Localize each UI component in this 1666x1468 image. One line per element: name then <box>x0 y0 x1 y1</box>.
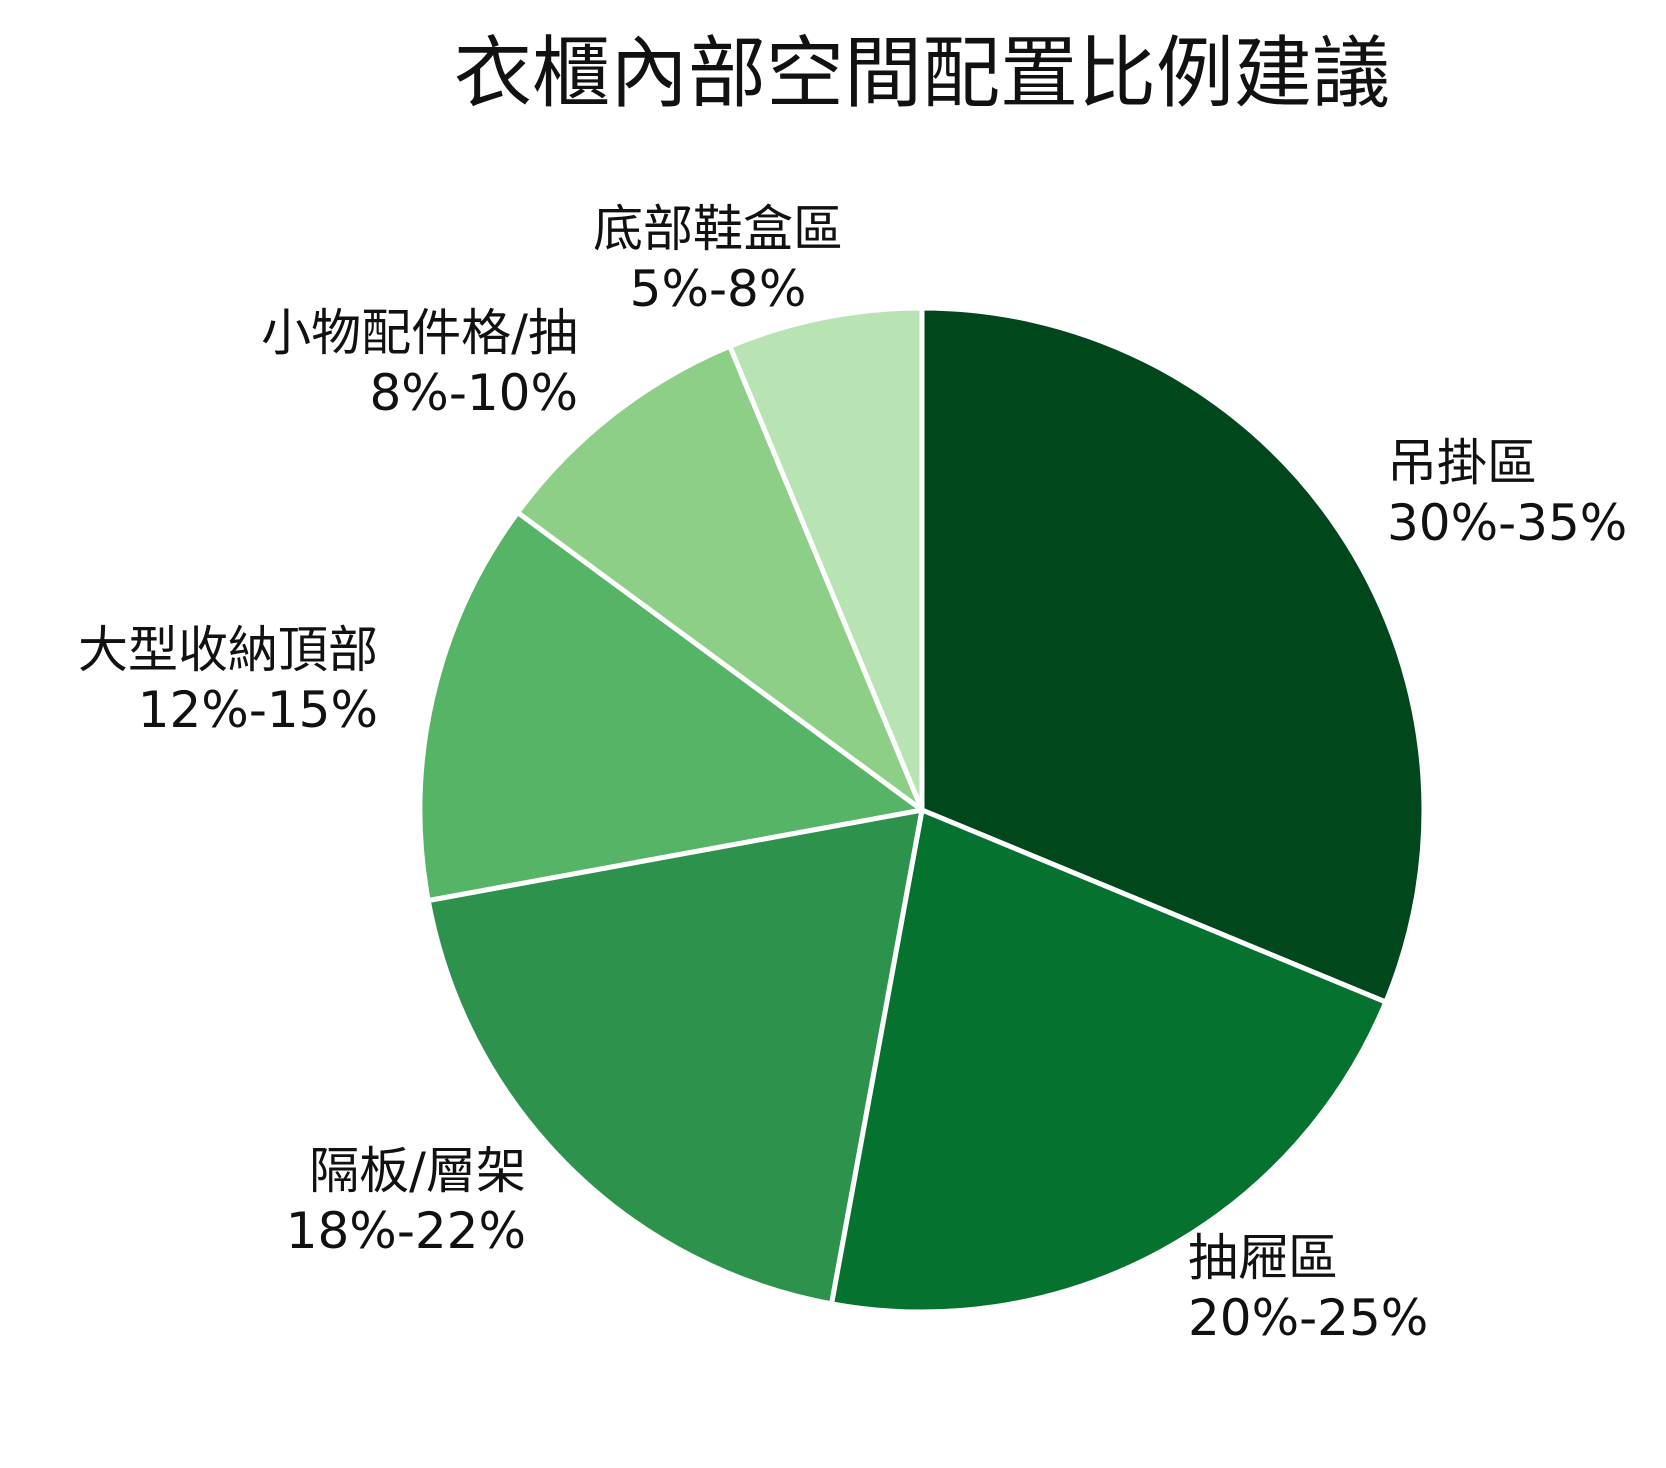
pie-slice <box>515 343 925 813</box>
pie-slice <box>425 807 925 1307</box>
slice-label-range: 20%-25% <box>1188 1289 1428 1347</box>
pie-slice <box>727 305 925 813</box>
slice-label-name: 抽屜區 <box>1188 1229 1338 1287</box>
slice-label-range: 5%-8% <box>630 260 807 318</box>
chart-title: 衣櫃內部空間配置比例建議 <box>454 29 1390 119</box>
slice-label-name: 隔板/層架 <box>309 1142 526 1200</box>
slice-label-name: 大型收納頂部 <box>78 621 378 679</box>
slice-label-range: 18%-22% <box>286 1202 526 1260</box>
pie-slice <box>919 305 1427 1005</box>
pie-slices <box>417 305 1427 1315</box>
slice-label-name: 吊掛區 <box>1387 434 1537 492</box>
slice-label-range: 12%-15% <box>138 681 378 739</box>
pie-slice <box>829 807 1389 1315</box>
slice-label-range: 8%-10% <box>370 364 579 422</box>
slice-label-name: 底部鞋盒區 <box>593 200 843 258</box>
pie-slice <box>417 509 925 903</box>
slice-label-name: 小物配件格/抽 <box>261 304 578 362</box>
slice-label-range: 30%-35% <box>1387 494 1627 552</box>
